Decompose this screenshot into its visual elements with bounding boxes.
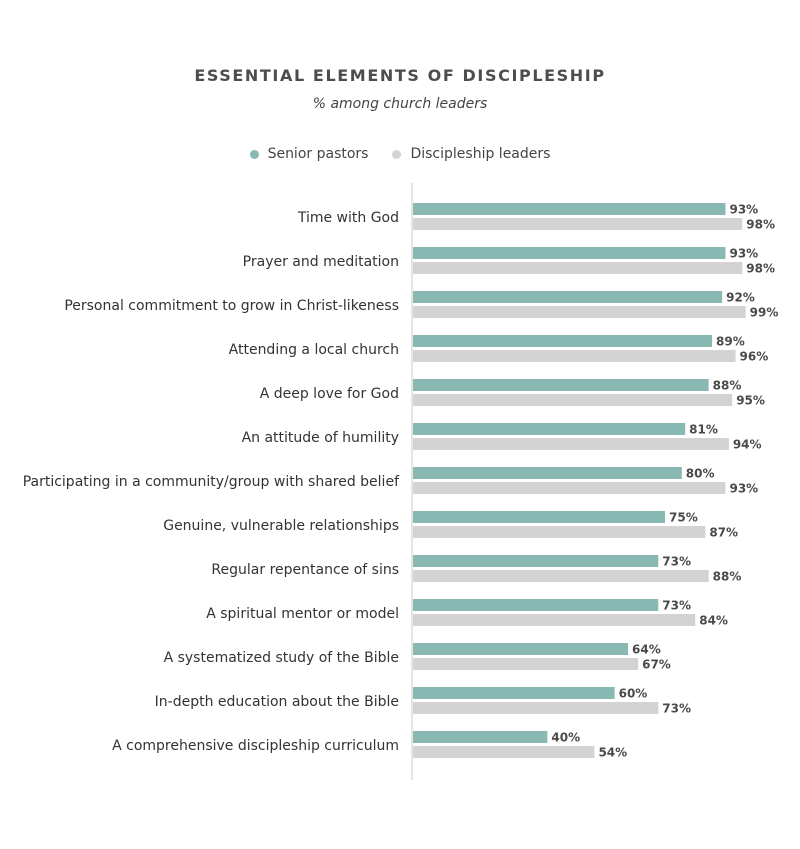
bar-senior-pastors — [413, 467, 682, 479]
bar-senior-pastors — [413, 555, 659, 567]
category-label: Prayer and meditation — [243, 254, 399, 270]
bar-senior-pastors — [413, 247, 726, 259]
value-label-discipleship-leaders: 67% — [642, 658, 671, 672]
value-label-senior-pastors: 92% — [726, 291, 755, 305]
value-label-senior-pastors: 89% — [716, 335, 745, 349]
bar-discipleship-leaders — [413, 394, 733, 406]
value-label-discipleship-leaders: 99% — [750, 306, 779, 320]
category-label: A systematized study of the Bible — [164, 650, 399, 666]
bar-senior-pastors — [413, 335, 713, 347]
bar-senior-pastors — [413, 511, 665, 523]
legend: Senior pastors Discipleship leaders — [0, 146, 800, 162]
bar-discipleship-leaders — [413, 218, 743, 230]
bar-senior-pastors — [413, 379, 709, 391]
value-label-discipleship-leaders: 94% — [733, 438, 762, 452]
value-label-discipleship-leaders: 87% — [709, 526, 738, 540]
value-label-discipleship-leaders: 98% — [746, 218, 775, 232]
category-label: Attending a local church — [229, 342, 399, 358]
bar-discipleship-leaders — [413, 658, 639, 670]
bar-discipleship-leaders — [413, 262, 743, 274]
value-label-senior-pastors: 93% — [729, 203, 758, 217]
category-label: A comprehensive discipleship curriculum — [112, 738, 399, 754]
bar-senior-pastors — [413, 731, 548, 743]
legend-dot-senior-pastors — [249, 149, 259, 159]
bar-discipleship-leaders — [413, 438, 729, 450]
bar-discipleship-leaders — [413, 746, 595, 758]
bar-discipleship-leaders — [413, 482, 726, 494]
value-label-senior-pastors: 40% — [551, 731, 580, 745]
category-label: Participating in a community/group with … — [23, 474, 400, 490]
legend-label-senior-pastors: Senior pastors — [267, 146, 369, 162]
value-label-senior-pastors: 80% — [686, 467, 715, 481]
value-label-discipleship-leaders: 73% — [662, 702, 691, 716]
bar-senior-pastors — [413, 599, 659, 611]
value-label-discipleship-leaders: 54% — [598, 746, 627, 760]
category-label: Time with God — [297, 210, 399, 226]
bar-discipleship-leaders — [413, 526, 706, 538]
bar-discipleship-leaders — [413, 306, 746, 318]
value-label-discipleship-leaders: 93% — [729, 482, 758, 496]
category-label: In-depth education about the Bible — [155, 694, 399, 710]
bar-senior-pastors — [413, 687, 615, 699]
bar-discipleship-leaders — [413, 614, 696, 626]
category-label: Regular repentance of sins — [211, 562, 399, 578]
category-label: Genuine, vulnerable relationships — [163, 518, 399, 534]
bar-senior-pastors — [413, 291, 723, 303]
bar-discipleship-leaders — [413, 702, 659, 714]
value-label-senior-pastors: 93% — [729, 247, 758, 261]
legend-dot-discipleship-leaders — [392, 149, 402, 159]
value-label-senior-pastors: 75% — [669, 511, 698, 525]
value-label-senior-pastors: 88% — [713, 379, 742, 393]
value-label-discipleship-leaders: 88% — [713, 570, 742, 584]
legend-item-senior-pastors: Senior pastors — [249, 146, 369, 162]
bar-senior-pastors — [413, 203, 726, 215]
chart-subtitle: % among church leaders — [312, 96, 488, 112]
value-label-discipleship-leaders: 84% — [699, 614, 728, 628]
bar-discipleship-leaders — [413, 350, 736, 362]
legend-item-discipleship-leaders: Discipleship leaders — [392, 146, 550, 162]
category-label: A spiritual mentor or model — [206, 606, 399, 622]
bar-senior-pastors — [413, 643, 629, 655]
category-label: Personal commitment to grow in Christ-li… — [64, 298, 399, 314]
bar-senior-pastors — [413, 423, 686, 435]
bar-discipleship-leaders — [413, 570, 709, 582]
category-label: A deep love for God — [260, 386, 399, 402]
value-label-discipleship-leaders: 95% — [736, 394, 765, 408]
value-label-senior-pastors: 64% — [632, 643, 661, 657]
value-label-discipleship-leaders: 98% — [746, 262, 775, 276]
value-label-senior-pastors: 81% — [689, 423, 718, 437]
legend-label-discipleship-leaders: Discipleship leaders — [410, 146, 551, 162]
chart-title: ESSENTIAL ELEMENTS OF DISCIPLESHIP — [194, 66, 606, 85]
value-label-senior-pastors: 60% — [619, 687, 648, 701]
value-label-discipleship-leaders: 96% — [740, 350, 769, 364]
value-label-senior-pastors: 73% — [662, 599, 691, 613]
category-label: An attitude of humility — [242, 430, 399, 446]
value-label-senior-pastors: 73% — [662, 555, 691, 569]
